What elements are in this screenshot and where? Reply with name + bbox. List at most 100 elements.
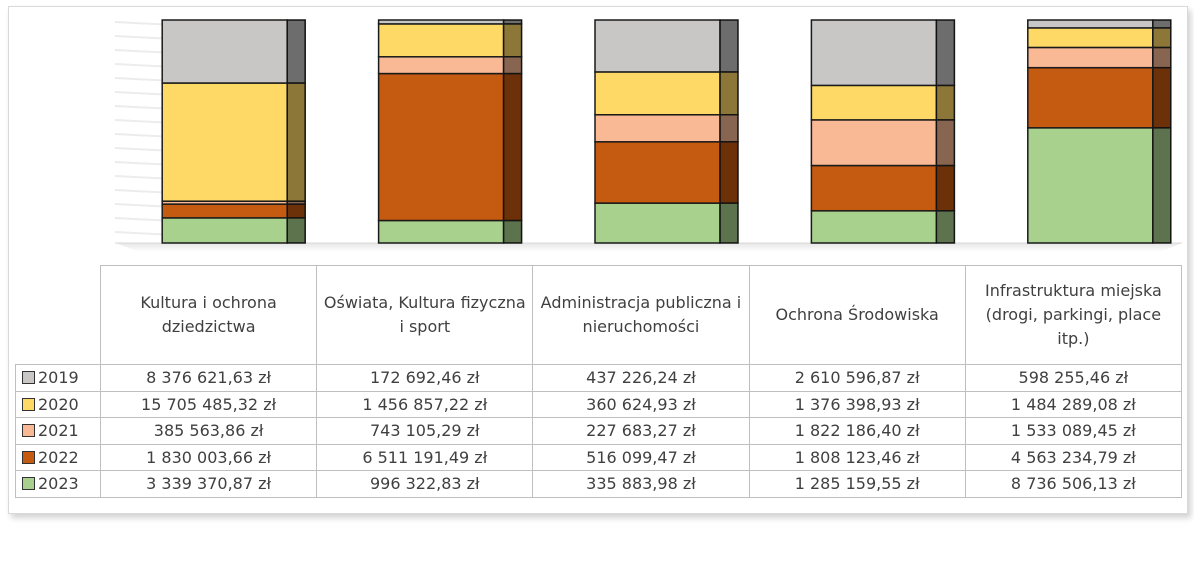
value-cell: 2 610 596,87 zł <box>748 364 966 392</box>
bar-segment <box>161 19 288 84</box>
bar-segment <box>810 119 938 167</box>
value-cell: 4 563 234,79 zł <box>964 443 1183 471</box>
bar-side <box>719 19 739 73</box>
category-header: Kultura i ochrona dziedzictwa <box>99 265 318 365</box>
data-row: 2023 3 339 370,87 zł 996 322,83 zł 335 883,… <box>15 470 1183 498</box>
category-header: Oświata, Kultura fizyczna i sport <box>316 265 534 365</box>
bar-segment <box>1027 46 1154 69</box>
blank-cell <box>15 265 101 365</box>
bar-side-shade <box>720 203 738 243</box>
value-cell: 1 456 857,22 zł <box>316 390 534 418</box>
bar-segment <box>810 164 938 212</box>
bar-segment <box>594 202 721 244</box>
legend-cell: 2019 <box>15 364 101 392</box>
bar-segment <box>161 203 288 219</box>
bar-side-shade <box>503 23 522 57</box>
value-cell: 598 255,46 zł <box>964 364 1183 392</box>
bar-side-shade <box>936 165 955 211</box>
data-row: 2022 1 830 003,66 zł 6 511 191,49 zł 516 09… <box>15 443 1183 471</box>
value-cell: 1 830 003,66 zł <box>99 443 318 471</box>
bar-segment <box>377 72 505 222</box>
bar-segment <box>377 23 505 58</box>
value-cell: 227 683,27 zł <box>532 417 750 445</box>
value-cell: 15 705 485,32 zł <box>99 390 318 418</box>
bar-segment <box>161 217 288 244</box>
value-cell: 172 692,46 zł <box>316 364 534 392</box>
value-cell: 1 808 123,46 zł <box>748 443 966 471</box>
data-row: 2021 385 563,86 zł 743 105,29 zł 227 683,27… <box>15 417 1183 445</box>
value-cell: 6 511 191,49 zł <box>316 443 534 471</box>
data-row: 2019 8 376 621,63 zł 172 692,46 zł 437 226,… <box>15 364 1183 392</box>
bar-side-shade <box>1152 47 1171 68</box>
bar-side-shade <box>287 83 306 202</box>
value-cell: 1 285 159,55 zł <box>748 470 966 498</box>
legend-swatch <box>22 371 35 385</box>
data-table: Kultura i ochrona dziedzictwa Oświata, Ku… <box>15 265 1183 498</box>
bar-side <box>502 19 523 25</box>
value-cell: 1 376 398,93 zł <box>748 390 966 418</box>
data-row: 2020 15 705 485,32 zł 1 456 857,22 zł 360 6… <box>15 390 1183 418</box>
value-cell: 385 563,86 zł <box>99 417 318 445</box>
bar-segment <box>377 56 505 75</box>
bar-segment <box>810 84 938 121</box>
bar-segment <box>1027 27 1154 49</box>
bar-side-shade <box>503 56 522 74</box>
bar-side-shade <box>720 20 738 72</box>
bar-side-shade <box>287 217 306 243</box>
bar-segment <box>377 19 505 25</box>
bar-side-shade <box>1152 27 1171 48</box>
bar-side-shade <box>936 20 955 86</box>
value-cell: 8 376 621,63 zł <box>99 364 318 392</box>
value-cell: 335 883,98 zł <box>532 470 750 498</box>
bar-side-shade <box>720 114 738 142</box>
value-cell: 360 624,93 zł <box>532 390 750 418</box>
bar-side <box>286 19 306 84</box>
value-cell: 516 099,47 zł <box>532 443 750 471</box>
chart <box>114 19 1182 252</box>
category-header: Ochrona Środowiska <box>748 265 966 365</box>
value-cell: 3 339 370,87 zł <box>99 470 318 498</box>
bar-segment <box>594 71 721 116</box>
value-cell: 996 322,83 zł <box>316 470 534 498</box>
value-cell: 1 533 089,45 zł <box>964 417 1183 445</box>
bar-side-shade <box>503 220 522 243</box>
bar-side <box>935 19 956 87</box>
bar-side-shade <box>287 201 306 205</box>
legend-swatch <box>22 477 35 491</box>
category-header: Administracja publiczna i nieruchomości <box>532 265 750 365</box>
bar-segment <box>1027 127 1154 244</box>
legend-label: 2023 <box>38 474 79 494</box>
bar-segment <box>810 19 938 87</box>
legend-swatch <box>22 397 35 411</box>
value-cell: 8 736 506,13 zł <box>964 470 1183 498</box>
bar-segment <box>594 141 721 204</box>
header-row: Kultura i ochrona dziedzictwa Oświata, Ku… <box>15 265 1183 365</box>
category-header: Infrastruktura miejska (drogi, parkingi,… <box>964 265 1183 365</box>
value-cell: 743 105,29 zł <box>316 417 534 445</box>
bar-side-shade <box>936 210 955 243</box>
legend-cell: 2021 <box>15 417 101 445</box>
bar-side-shade <box>1152 127 1171 243</box>
bar-segment <box>594 19 721 73</box>
floor <box>115 243 1182 252</box>
legend-label: 2021 <box>38 421 79 441</box>
bar-segment <box>810 210 938 244</box>
bar-side-shade <box>936 119 955 166</box>
bar-side-shade <box>1152 67 1171 128</box>
bar-side-shade <box>720 141 738 204</box>
legend-label: 2020 <box>38 394 79 414</box>
bar-segment <box>1027 66 1154 129</box>
bar-side-shade <box>936 85 955 120</box>
bar-side-shade <box>720 71 738 115</box>
value-cell: 437 226,24 zł <box>532 364 750 392</box>
legend-swatch <box>22 450 35 464</box>
bar-side-shade <box>287 20 306 84</box>
bar-segment <box>1027 19 1154 29</box>
value-cell: 1 822 186,40 zł <box>748 417 966 445</box>
bar-side-shade <box>287 204 306 218</box>
legend-cell: 2023 <box>15 470 101 498</box>
bar-side-shade <box>503 20 522 24</box>
bar-side-shade <box>1152 20 1171 28</box>
legend-cell: 2022 <box>15 443 101 471</box>
